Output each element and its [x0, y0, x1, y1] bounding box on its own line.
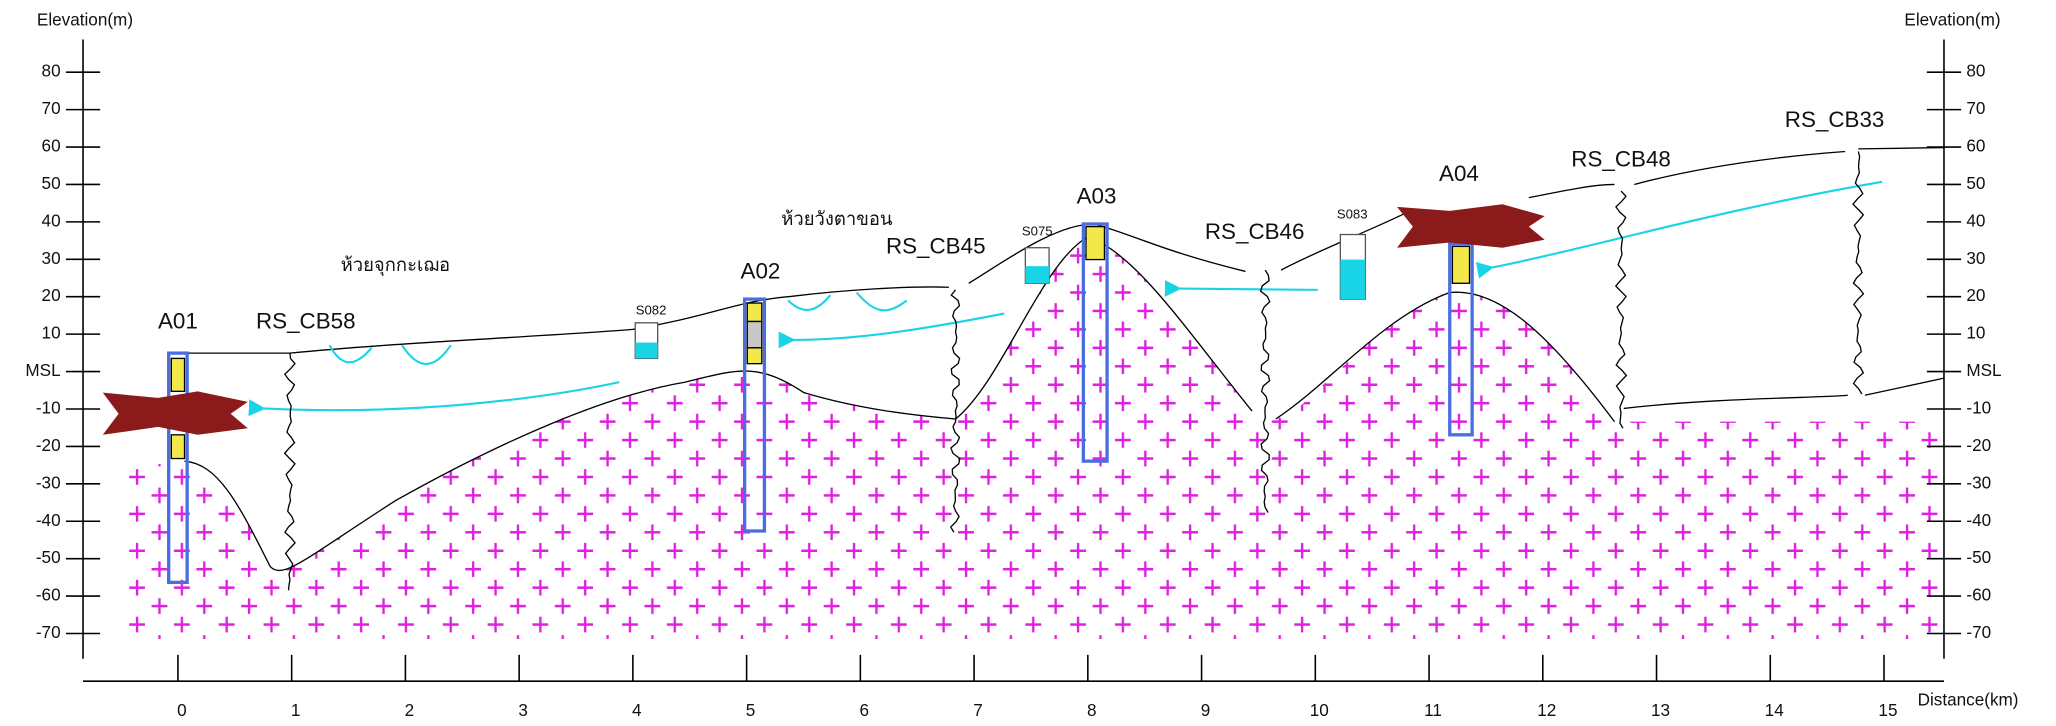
left-axis-title: Elevation(m) [37, 10, 133, 30]
y-tick-label: -30 [1966, 472, 1991, 492]
y-tick-label: -20 [36, 435, 61, 455]
y-tick-label: 30 [1966, 248, 1985, 268]
y-tick-label: MSL [1966, 360, 2001, 380]
x-tick-label: 2 [405, 700, 415, 720]
right-axis-title: Elevation(m) [1904, 10, 2000, 30]
y-tick-label: -40 [36, 510, 61, 530]
y-tick-label: 60 [1966, 136, 1985, 156]
y-tick-label: -30 [36, 472, 61, 492]
y-tick-label: 50 [1966, 173, 1985, 193]
cross-section: Elevation(m) Elevation(m) Distance(km) 8… [0, 0, 2056, 726]
x-axis-title: Distance(km) [1918, 689, 2019, 709]
y-tick-label: 10 [1966, 323, 1985, 343]
y-tick-label: -60 [36, 585, 61, 605]
streams-label: ห้วยจุกกะเฌอ [341, 254, 450, 277]
y-tick-label: 80 [1966, 61, 1985, 81]
boreholes-label: A02 [741, 259, 781, 284]
x-tick-label: 13 [1651, 700, 1670, 720]
x-tick-label: 3 [518, 700, 528, 720]
x-tick-label: 1 [291, 700, 301, 720]
resistivity-lines-label: RS_CB46 [1205, 219, 1305, 244]
y-tick-label: 20 [1966, 285, 1985, 305]
y-tick-label: 80 [42, 61, 61, 81]
y-tick-label: -50 [1966, 547, 1991, 567]
y-tick-label: -10 [36, 398, 61, 418]
y-tick-label: 20 [42, 285, 61, 305]
x-tick-label: 6 [860, 700, 870, 720]
x-tick-label: 15 [1878, 700, 1897, 720]
x-tick-label: 11 [1424, 700, 1442, 720]
y-tick-label: -40 [1966, 510, 1991, 530]
y-tick-label: 70 [42, 98, 61, 118]
x-tick-label: 10 [1310, 700, 1329, 720]
x-tick-label: 7 [973, 700, 983, 720]
x-tick-label: 4 [632, 700, 642, 720]
y-tick-label: -60 [1966, 585, 1991, 605]
y-tick-label: 40 [1966, 210, 1985, 230]
y-tick-label: 60 [42, 136, 61, 156]
resistivity-lines-label: RS_CB58 [256, 309, 356, 334]
x-tick-label: 8 [1087, 700, 1097, 720]
x-tick-label: 14 [1765, 700, 1785, 720]
water-samples-label: S075 [1022, 223, 1053, 238]
y-tick-label: 30 [42, 248, 61, 268]
water-samples-label: S083 [1337, 206, 1368, 221]
boreholes-label: A04 [1439, 161, 1479, 186]
streams-label: ห้วยวังตาขอน [781, 208, 893, 229]
x-tick-label: 12 [1537, 700, 1556, 720]
water-samples-label: S082 [636, 302, 667, 317]
y-tick-label: 40 [42, 210, 61, 230]
boreholes-label: A03 [1077, 184, 1117, 209]
x-tick-label: 0 [177, 700, 187, 720]
x-tick-label: 9 [1201, 700, 1211, 720]
y-tick-label: MSL [25, 360, 60, 380]
y-tick-label: -20 [1966, 435, 1991, 455]
bedrock [127, 237, 1944, 639]
y-tick-label: -50 [36, 547, 61, 567]
y-tick-label: 70 [1966, 98, 1985, 118]
resistivity-lines-label: RS_CB45 [886, 234, 986, 259]
y-tick-label: 10 [42, 323, 61, 343]
y-tick-label: -70 [36, 622, 61, 642]
y-tick-label: 50 [42, 173, 61, 193]
x-tick-label: 5 [746, 700, 756, 720]
resistivity-lines-label: RS_CB33 [1785, 107, 1885, 132]
boreholes-label: A01 [158, 309, 198, 334]
resistivity-lines-label: RS_CB48 [1571, 147, 1671, 172]
y-tick-label: -70 [1966, 622, 1991, 642]
y-tick-label: -10 [1966, 398, 1991, 418]
